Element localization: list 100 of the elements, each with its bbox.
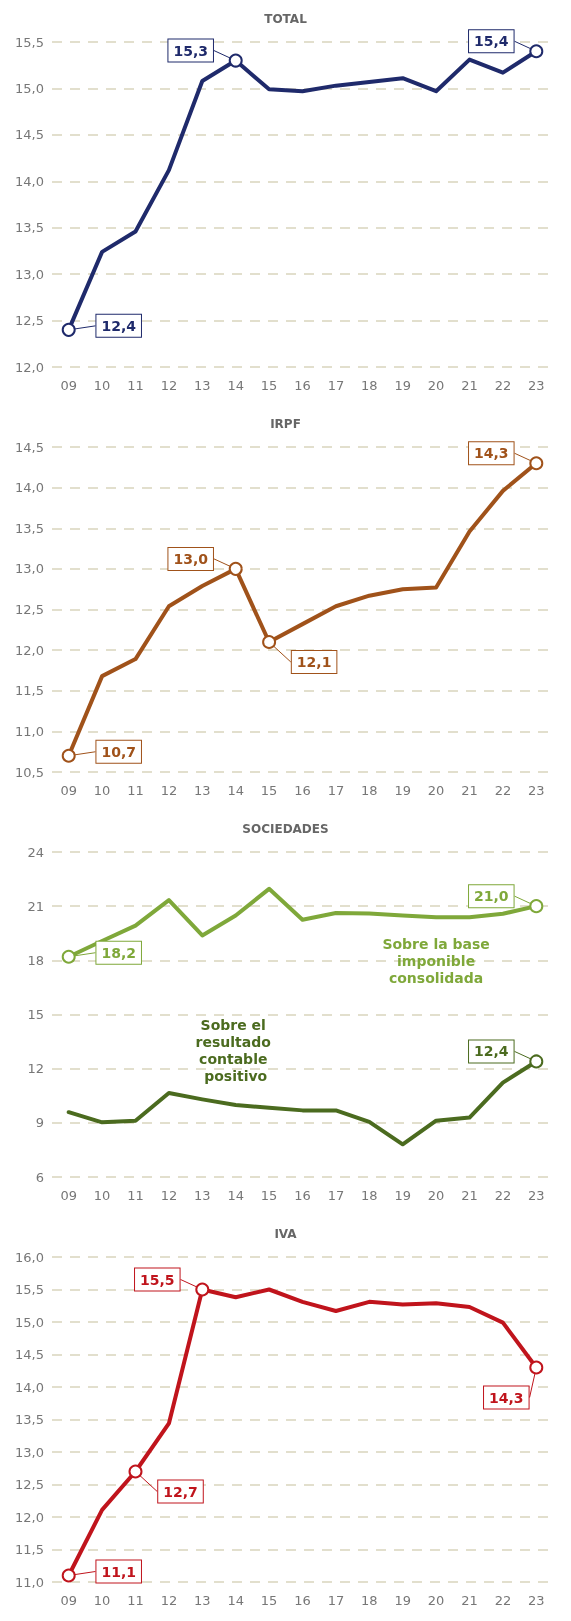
series-label: Sobre la base imponible consolidada xyxy=(382,935,490,986)
x-tick-label: 19 xyxy=(394,783,411,798)
x-tick-label: 15 xyxy=(260,378,278,393)
x-tick-label: 10 xyxy=(93,783,111,798)
x-tick-label: 21 xyxy=(461,783,478,798)
y-tick-label: 13,0 xyxy=(15,266,44,282)
y-tick-label: 12,5 xyxy=(15,1477,44,1492)
chart-title: TOTAL xyxy=(264,12,308,26)
y-tick-label: 15 xyxy=(27,1007,44,1022)
x-tick-label: 18 xyxy=(361,1188,378,1203)
y-tick-label: 21 xyxy=(27,898,44,914)
x-tick-label: 13 xyxy=(194,378,211,393)
y-tick-label: 11,0 xyxy=(15,1574,44,1590)
x-tick-label: 17 xyxy=(327,1593,345,1608)
chart-title: IVA xyxy=(274,1227,298,1241)
x-tick-label: 19 xyxy=(394,1188,411,1203)
x-tick-label: 19 xyxy=(394,1593,411,1608)
data-label: 10,7 xyxy=(101,743,136,760)
x-tick-label: 16 xyxy=(294,1593,311,1608)
chart-title: SOCIEDADES xyxy=(242,822,329,836)
point xyxy=(529,44,544,59)
data-label: 21,0 xyxy=(474,888,509,905)
y-tick-label: 13,5 xyxy=(15,220,44,236)
x-tick-label: 11 xyxy=(127,783,144,798)
x-tick-label: 15 xyxy=(260,783,278,798)
x-tick-label: 10 xyxy=(93,1188,111,1203)
chart-title: IRPF xyxy=(270,417,301,431)
point xyxy=(195,1282,210,1297)
y-tick-label: 14,5 xyxy=(15,127,44,143)
x-tick-label: 11 xyxy=(127,1593,144,1608)
y-tick-label: 15,0 xyxy=(15,80,44,96)
x-tick-label: 09 xyxy=(60,1188,77,1203)
x-tick-label: 10 xyxy=(93,378,111,393)
x-tick-label: 16 xyxy=(294,378,311,393)
y-tick-label: 14,5 xyxy=(15,439,44,455)
point xyxy=(262,635,277,649)
x-tick-label: 17 xyxy=(327,1188,345,1203)
x-tick-label: 22 xyxy=(494,1188,512,1203)
x-tick-label: 17 xyxy=(327,378,345,393)
y-tick-label: 9 xyxy=(35,1115,44,1131)
x-tick-label: 10 xyxy=(93,1593,111,1608)
x-tick-label: 12 xyxy=(160,1188,178,1203)
y-tick-label: 10,5 xyxy=(15,764,44,780)
x-tick-label: 12 xyxy=(160,1593,178,1608)
x-tick-label: 16 xyxy=(294,1188,311,1203)
x-tick-label: 23 xyxy=(528,1593,545,1608)
x-tick-label: 17 xyxy=(327,783,345,798)
y-tick-label: 13,5 xyxy=(15,1412,44,1427)
data-label: 13,0 xyxy=(173,550,209,567)
data-label: 18,2 xyxy=(101,944,136,961)
x-tick-label: 21 xyxy=(461,1593,478,1608)
series-label: Sobre el resultado contable positivo xyxy=(195,1017,276,1085)
x-tick-label: 11 xyxy=(127,1188,144,1203)
point xyxy=(61,322,76,337)
point xyxy=(228,53,243,68)
data-label: 12,1 xyxy=(296,654,332,670)
point xyxy=(128,1464,143,1479)
x-tick-label: 22 xyxy=(494,783,512,798)
x-tick-label: 21 xyxy=(461,1188,478,1203)
y-tick-label: 14,0 xyxy=(15,1379,44,1395)
x-tick-label: 23 xyxy=(528,1188,545,1203)
data-label: 15,5 xyxy=(140,1271,175,1288)
y-tick-label: 12 xyxy=(27,1061,44,1077)
data-label: 14,3 xyxy=(489,1389,524,1406)
x-tick-label: 12 xyxy=(160,783,178,798)
data-label: 14,3 xyxy=(474,445,509,462)
point xyxy=(529,899,544,914)
x-tick-label: 18 xyxy=(361,378,378,393)
data-label: 15,3 xyxy=(173,42,208,59)
x-tick-label: 15 xyxy=(260,1188,278,1203)
x-tick-label: 19 xyxy=(394,378,411,393)
x-tick-label: 09 xyxy=(60,783,77,798)
x-tick-label: 12 xyxy=(160,378,178,393)
x-tick-label: 09 xyxy=(60,1593,77,1608)
x-tick-label: 11 xyxy=(127,378,144,393)
data-label: 12,4 xyxy=(474,1043,509,1060)
x-tick-label: 13 xyxy=(194,1593,211,1608)
y-tick-label: 15,5 xyxy=(15,34,44,50)
y-tick-label: 13,5 xyxy=(15,520,44,536)
point xyxy=(61,949,76,964)
point xyxy=(61,748,76,763)
point xyxy=(61,1568,76,1583)
x-tick-label: 13 xyxy=(194,783,211,798)
y-tick-label: 13,0 xyxy=(15,1444,44,1460)
x-tick-label: 13 xyxy=(194,1188,211,1203)
point xyxy=(529,1054,544,1069)
x-tick-label: 20 xyxy=(427,378,445,393)
y-tick-label: 12,0 xyxy=(15,1509,44,1525)
y-tick-label: 18 xyxy=(27,952,44,968)
y-tick-label: 14,0 xyxy=(15,480,44,496)
x-tick-label: 20 xyxy=(427,1188,445,1203)
y-tick-label: 12,0 xyxy=(15,359,44,375)
x-tick-label: 09 xyxy=(60,378,77,393)
y-tick-label: 11,5 xyxy=(15,1542,44,1557)
x-tick-label: 20 xyxy=(427,1593,445,1608)
x-tick-label: 22 xyxy=(494,378,512,393)
y-tick-label: 14,0 xyxy=(15,173,44,189)
y-tick-label: 6 xyxy=(35,1169,44,1185)
x-tick-label: 23 xyxy=(528,378,545,393)
data-label: 12,7 xyxy=(163,1483,198,1500)
